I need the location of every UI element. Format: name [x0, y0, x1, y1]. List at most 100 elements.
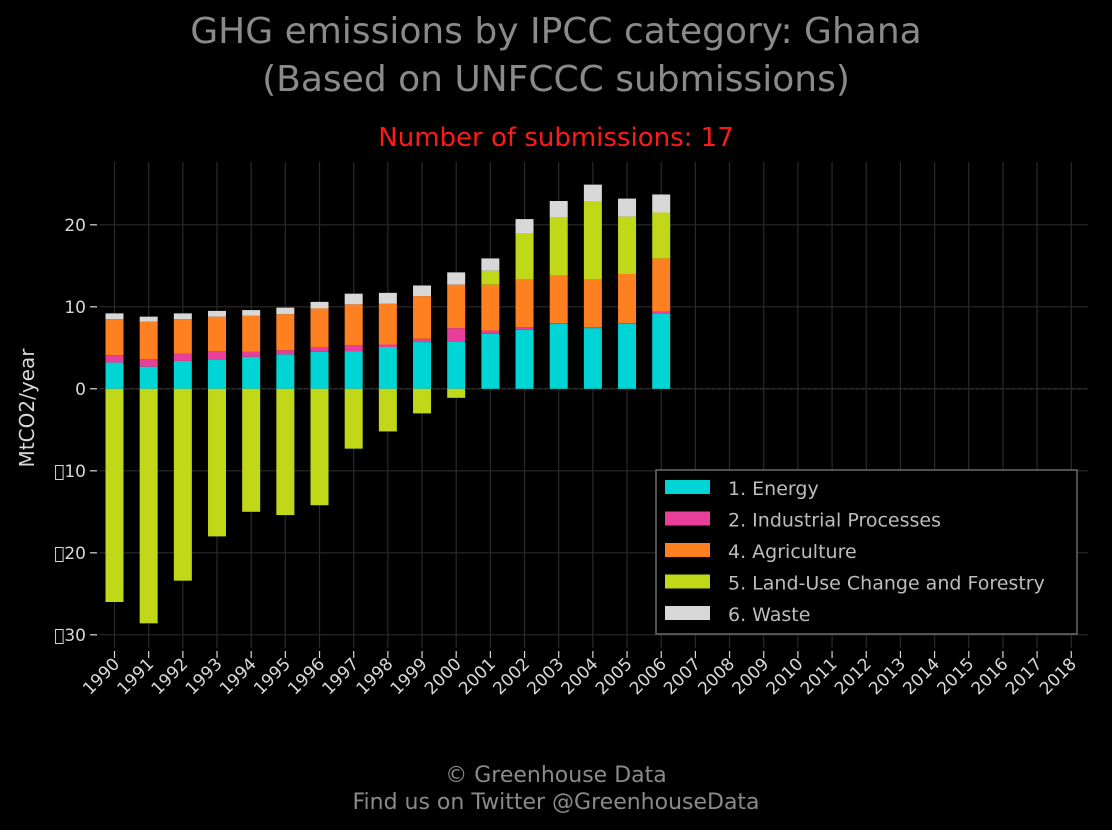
- bar-5-land-use-change-and-forestry-1991: [139, 388, 158, 624]
- x-tick-label: 2011: [797, 654, 842, 699]
- x-tick-label: 1991: [113, 654, 158, 699]
- bar-4-agriculture-1997: [344, 304, 363, 346]
- bar-1-energy-1991: [139, 366, 158, 389]
- x-tick-label: 1998: [353, 654, 398, 699]
- bar-1-energy-2000: [447, 341, 466, 389]
- x-tick-label: 1990: [79, 654, 124, 699]
- bar-5-land-use-change-and-forestry-2001: [481, 270, 500, 285]
- bar-4-agriculture-2001: [481, 284, 500, 331]
- bar-5-land-use-change-and-forestry-1995: [276, 388, 295, 516]
- bar-2-industrial-processes-2005: [618, 323, 637, 325]
- x-tick-label: 1992: [148, 654, 193, 699]
- bar-2-industrial-processes-1990: [105, 355, 124, 363]
- bar-6-waste-2000: [447, 272, 466, 285]
- bar-4-agriculture-2006: [652, 258, 671, 312]
- bar-4-agriculture-2002: [515, 279, 534, 328]
- legend-label: 6. Waste: [728, 604, 810, 626]
- bar-1-energy-2002: [515, 329, 534, 389]
- x-tick-label: 1996: [284, 654, 329, 699]
- bar-1-energy-2006: [652, 313, 671, 389]
- bar-6-waste-1997: [344, 293, 363, 305]
- x-tick-label: 1999: [387, 654, 432, 699]
- x-tick-label: 2000: [421, 654, 466, 699]
- bar-2-industrial-processes-2002: [515, 327, 534, 330]
- chart-title-line-1: GHG emissions by IPCC category: Ghana: [190, 11, 922, 52]
- bar-1-energy-1995: [276, 354, 295, 389]
- x-tick-label: 2008: [694, 654, 739, 699]
- bar-6-waste-1993: [208, 310, 227, 317]
- bar-1-energy-1997: [344, 351, 363, 389]
- bar-2-industrial-processes-1996: [310, 346, 329, 352]
- x-tick-label: 1997: [318, 654, 363, 699]
- legend: 1. Energy 2. Industrial Processes 4. Agric…: [655, 469, 1078, 635]
- bar-4-agriculture-1992: [173, 319, 192, 354]
- bar-5-land-use-change-and-forestry-1994: [242, 388, 261, 512]
- bar-5-land-use-change-and-forestry-1998: [378, 388, 397, 432]
- bar-2-industrial-processes-1995: [276, 350, 295, 355]
- bar-6-waste-1991: [139, 316, 158, 322]
- bar-6-waste-2003: [549, 201, 568, 218]
- x-tick-label: 2007: [660, 654, 705, 699]
- bar-1-energy-1994: [242, 356, 261, 389]
- bar-2-industrial-processes-1993: [208, 351, 227, 360]
- bar-1-energy-2004: [583, 328, 602, 389]
- legend-label: 2. Industrial Processes: [728, 510, 941, 532]
- bar-6-waste-2004: [583, 184, 602, 202]
- bar-1-energy-1998: [378, 346, 397, 389]
- bar-5-land-use-change-and-forestry-1999: [413, 388, 432, 414]
- legend-box: [655, 469, 1078, 635]
- bar-2-industrial-processes-1998: [378, 344, 397, 347]
- x-tick-label: 1995: [250, 654, 295, 699]
- bar-5-land-use-change-and-forestry-2006: [652, 212, 671, 259]
- bar-5-land-use-change-and-forestry-1993: [208, 388, 227, 537]
- legend-label: 4. Agriculture: [728, 541, 857, 563]
- bar-1-energy-2001: [481, 333, 500, 389]
- legend-swatch: [665, 511, 710, 526]
- chart-title-line-2: (Based on UNFCCC submissions): [262, 59, 850, 100]
- x-tick-label: 2014: [899, 654, 944, 699]
- bar-2-industrial-processes-1999: [413, 338, 432, 343]
- x-tick-label: 2006: [626, 654, 671, 699]
- x-tick-label: 2009: [729, 654, 774, 699]
- bar-4-agriculture-2003: [549, 275, 568, 324]
- bar-4-agriculture-1996: [310, 308, 329, 347]
- x-tick-label: 2010: [763, 654, 808, 699]
- bar-2-industrial-processes-2006: [652, 311, 671, 314]
- bar-5-land-use-change-and-forestry-1997: [344, 388, 363, 449]
- legend-swatch: [665, 574, 710, 589]
- bar-2-industrial-processes-2004: [583, 327, 602, 329]
- bar-6-waste-2001: [481, 258, 500, 271]
- bar-2-industrial-processes-2001: [481, 330, 500, 334]
- legend-label: 1. Energy: [728, 478, 819, 500]
- x-tick-label: 2004: [558, 654, 603, 699]
- x-tick-label: 2016: [968, 654, 1013, 699]
- bar-2-industrial-processes-1997: [344, 345, 363, 352]
- bar-1-energy-1992: [173, 360, 192, 389]
- bar-4-agriculture-1990: [105, 319, 124, 356]
- bar-4-agriculture-1995: [276, 314, 295, 351]
- y-tick-label:  ​10: [54, 462, 86, 482]
- bar-2-industrial-processes-1992: [173, 353, 192, 361]
- bar-6-waste-1990: [105, 313, 124, 320]
- legend-label: 5. Land-Use Change and Forestry: [728, 573, 1045, 595]
- x-tick-label: 1994: [216, 654, 261, 699]
- bar-5-land-use-change-and-forestry-1990: [105, 388, 124, 602]
- x-tick-label: 1993: [182, 654, 227, 699]
- bar-5-land-use-change-and-forestry-2002: [515, 233, 534, 280]
- bar-6-waste-1992: [173, 313, 192, 320]
- x-tick-label: 2005: [592, 654, 637, 699]
- bar-4-agriculture-2005: [618, 274, 637, 324]
- x-tick-label: 2001: [455, 654, 500, 699]
- y-tick-label: 0: [75, 380, 86, 400]
- bar-4-agriculture-1998: [378, 303, 397, 345]
- y-tick-label:  ​20: [54, 544, 86, 564]
- bar-4-agriculture-2000: [447, 284, 466, 329]
- bar-6-waste-1998: [378, 292, 397, 304]
- bar-1-energy-2003: [549, 324, 568, 389]
- bar-2-industrial-processes-1994: [242, 351, 261, 357]
- footer-twitter: Find us on Twitter @GreenhouseData: [352, 790, 760, 815]
- bar-6-waste-1999: [413, 285, 432, 297]
- bar-5-land-use-change-and-forestry-2003: [549, 217, 568, 276]
- bar-1-energy-1993: [208, 359, 227, 389]
